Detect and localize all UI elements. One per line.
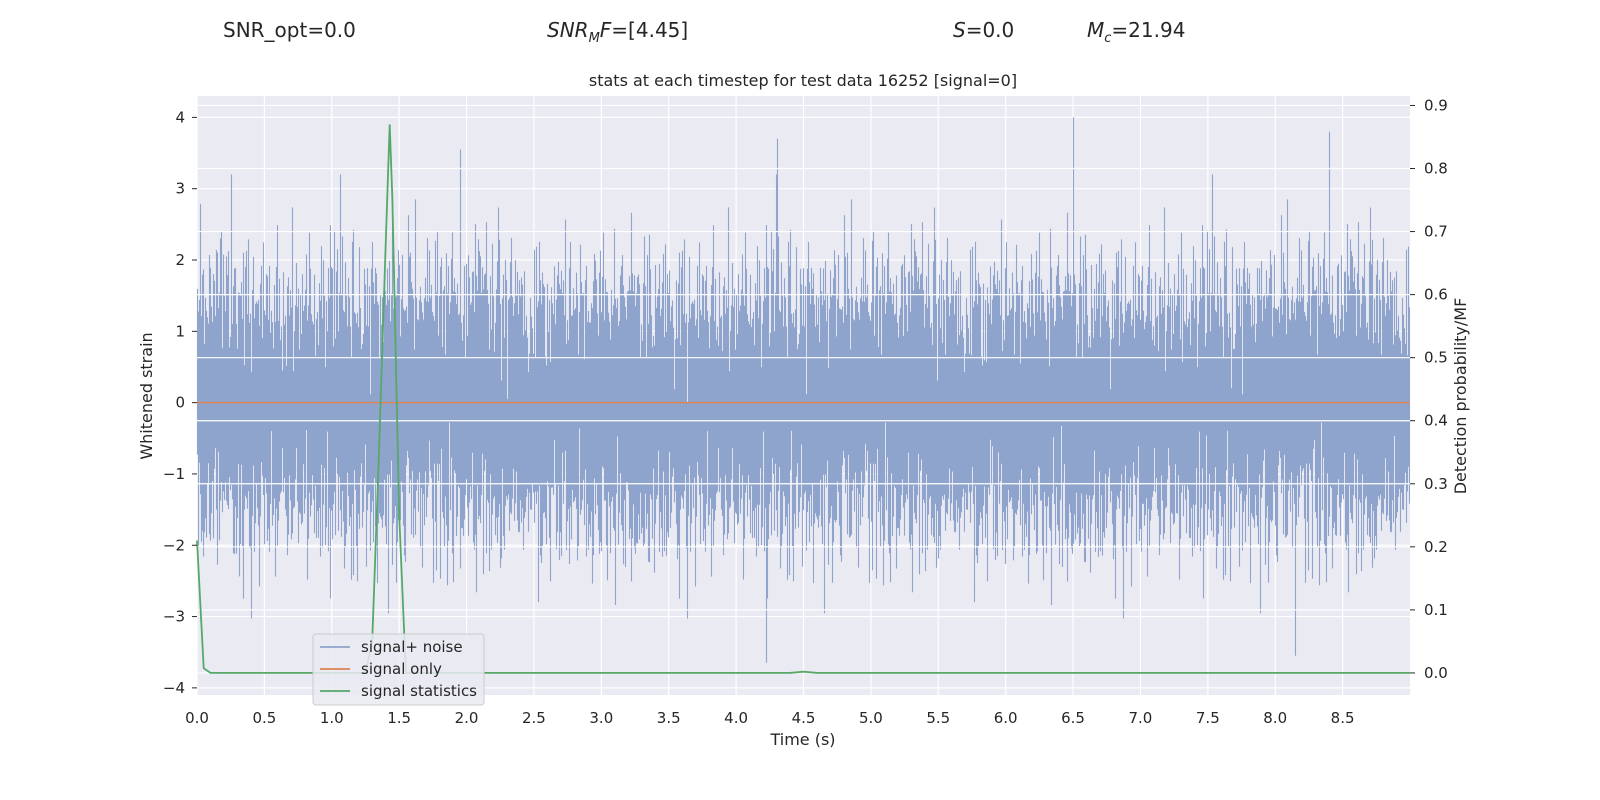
legend-box [312, 633, 485, 706]
x-tick-label: 2.0 [455, 709, 479, 727]
y2-tick-label: 0.2 [1424, 538, 1448, 556]
x-tick-label: 1.0 [320, 709, 344, 727]
y-tick-label: 3 [175, 180, 185, 198]
y2-tick-label: 0.5 [1424, 349, 1448, 367]
y2-tick-label: 0.4 [1424, 412, 1448, 430]
legend-label-noise: signal+ noise [361, 638, 463, 656]
x-tick-label: 0.5 [252, 709, 276, 727]
y-tick-labels: −4 −3 −2 −1 0 1 2 3 4 [163, 108, 197, 697]
snr-opt-text: SNR_opt=0.0 [223, 18, 356, 42]
snr-mf-symbol: SNRMF [547, 18, 612, 46]
chart-title: stats at each timestep for test data 162… [589, 71, 1017, 90]
x-tick-label: 5.5 [926, 709, 950, 727]
y-axis-label: Whitened strain [137, 332, 156, 459]
x-tick-label: 1.5 [387, 709, 411, 727]
y2-tick-label: 0.6 [1424, 286, 1448, 304]
y2-tick-label: 0.7 [1424, 223, 1448, 241]
x-tick-label: 6.0 [994, 709, 1018, 727]
y-tick-label: −4 [163, 679, 185, 697]
y-tick-label: 1 [175, 322, 185, 340]
header-snr-mf: SNRMF=[4.45] [547, 16, 688, 53]
x-axis-label: Time (s) [769, 730, 835, 749]
y-tick-label: −2 [163, 536, 185, 554]
mc-value: =21.94 [1111, 18, 1186, 42]
x-tick-label: 7.0 [1129, 709, 1153, 727]
x-tick-label: 6.5 [1061, 709, 1085, 727]
legend: signal+ noise signal only signal statist… [312, 633, 485, 706]
legend-label-statistics: signal statistics [361, 682, 477, 700]
x-tick-labels: 0.0 0.5 1.0 1.5 2.0 2.5 3.0 3.5 4.0 4.5 5.0 5.5 6.0 6… [185, 709, 1354, 727]
y2-tick-label: 0.9 [1424, 96, 1448, 114]
y-tick-label: 0 [175, 394, 185, 412]
y-tick-label: −3 [163, 608, 185, 626]
y2-tick-labels: 0.0 0.1 0.2 0.3 0.4 0.5 0.6 0.7 0.8 0.9 [1410, 96, 1448, 682]
x-tick-label: 7.5 [1196, 709, 1220, 727]
x-tick-label: 8.5 [1331, 709, 1355, 727]
x-tick-label: 0.0 [185, 709, 209, 727]
y2-tick-label: 0.8 [1424, 160, 1448, 178]
series-signal-noise [196, 117, 1411, 663]
x-tick-label: 8.0 [1263, 709, 1287, 727]
header-s: S=0.0 [953, 16, 1014, 44]
s-symbol: S [953, 18, 966, 42]
series-signal-statistics [196, 124, 1410, 674]
header-mc: Mc=21.94 [1087, 16, 1185, 53]
x-tick-label: 4.5 [792, 709, 816, 727]
snr-mf-value: =[4.45] [611, 18, 689, 42]
x-tick-label: 3.5 [657, 709, 681, 727]
s-value: =0.0 [965, 18, 1015, 42]
y-tick-label: 2 [175, 251, 185, 269]
legend-label-signal-only: signal only [361, 660, 442, 678]
x-tick-label: 5.0 [859, 709, 883, 727]
mc-symbol: Mc [1087, 18, 1112, 46]
y2-tick-label: 0.0 [1424, 664, 1448, 682]
header-snr-opt: SNR_opt=0.0 [223, 16, 356, 44]
y-tick-label: 4 [175, 108, 185, 126]
y-tick-label: −1 [163, 465, 185, 483]
y2-axis-label: Detection probability/MF [1451, 298, 1470, 495]
x-tick-label: 2.5 [522, 709, 546, 727]
y2-tick-label: 0.3 [1424, 475, 1448, 493]
y2-tick-label: 0.1 [1424, 601, 1448, 619]
x-tick-label: 4.0 [724, 709, 748, 727]
x-tick-label: 3.0 [589, 709, 613, 727]
noise-trace [196, 117, 1411, 663]
